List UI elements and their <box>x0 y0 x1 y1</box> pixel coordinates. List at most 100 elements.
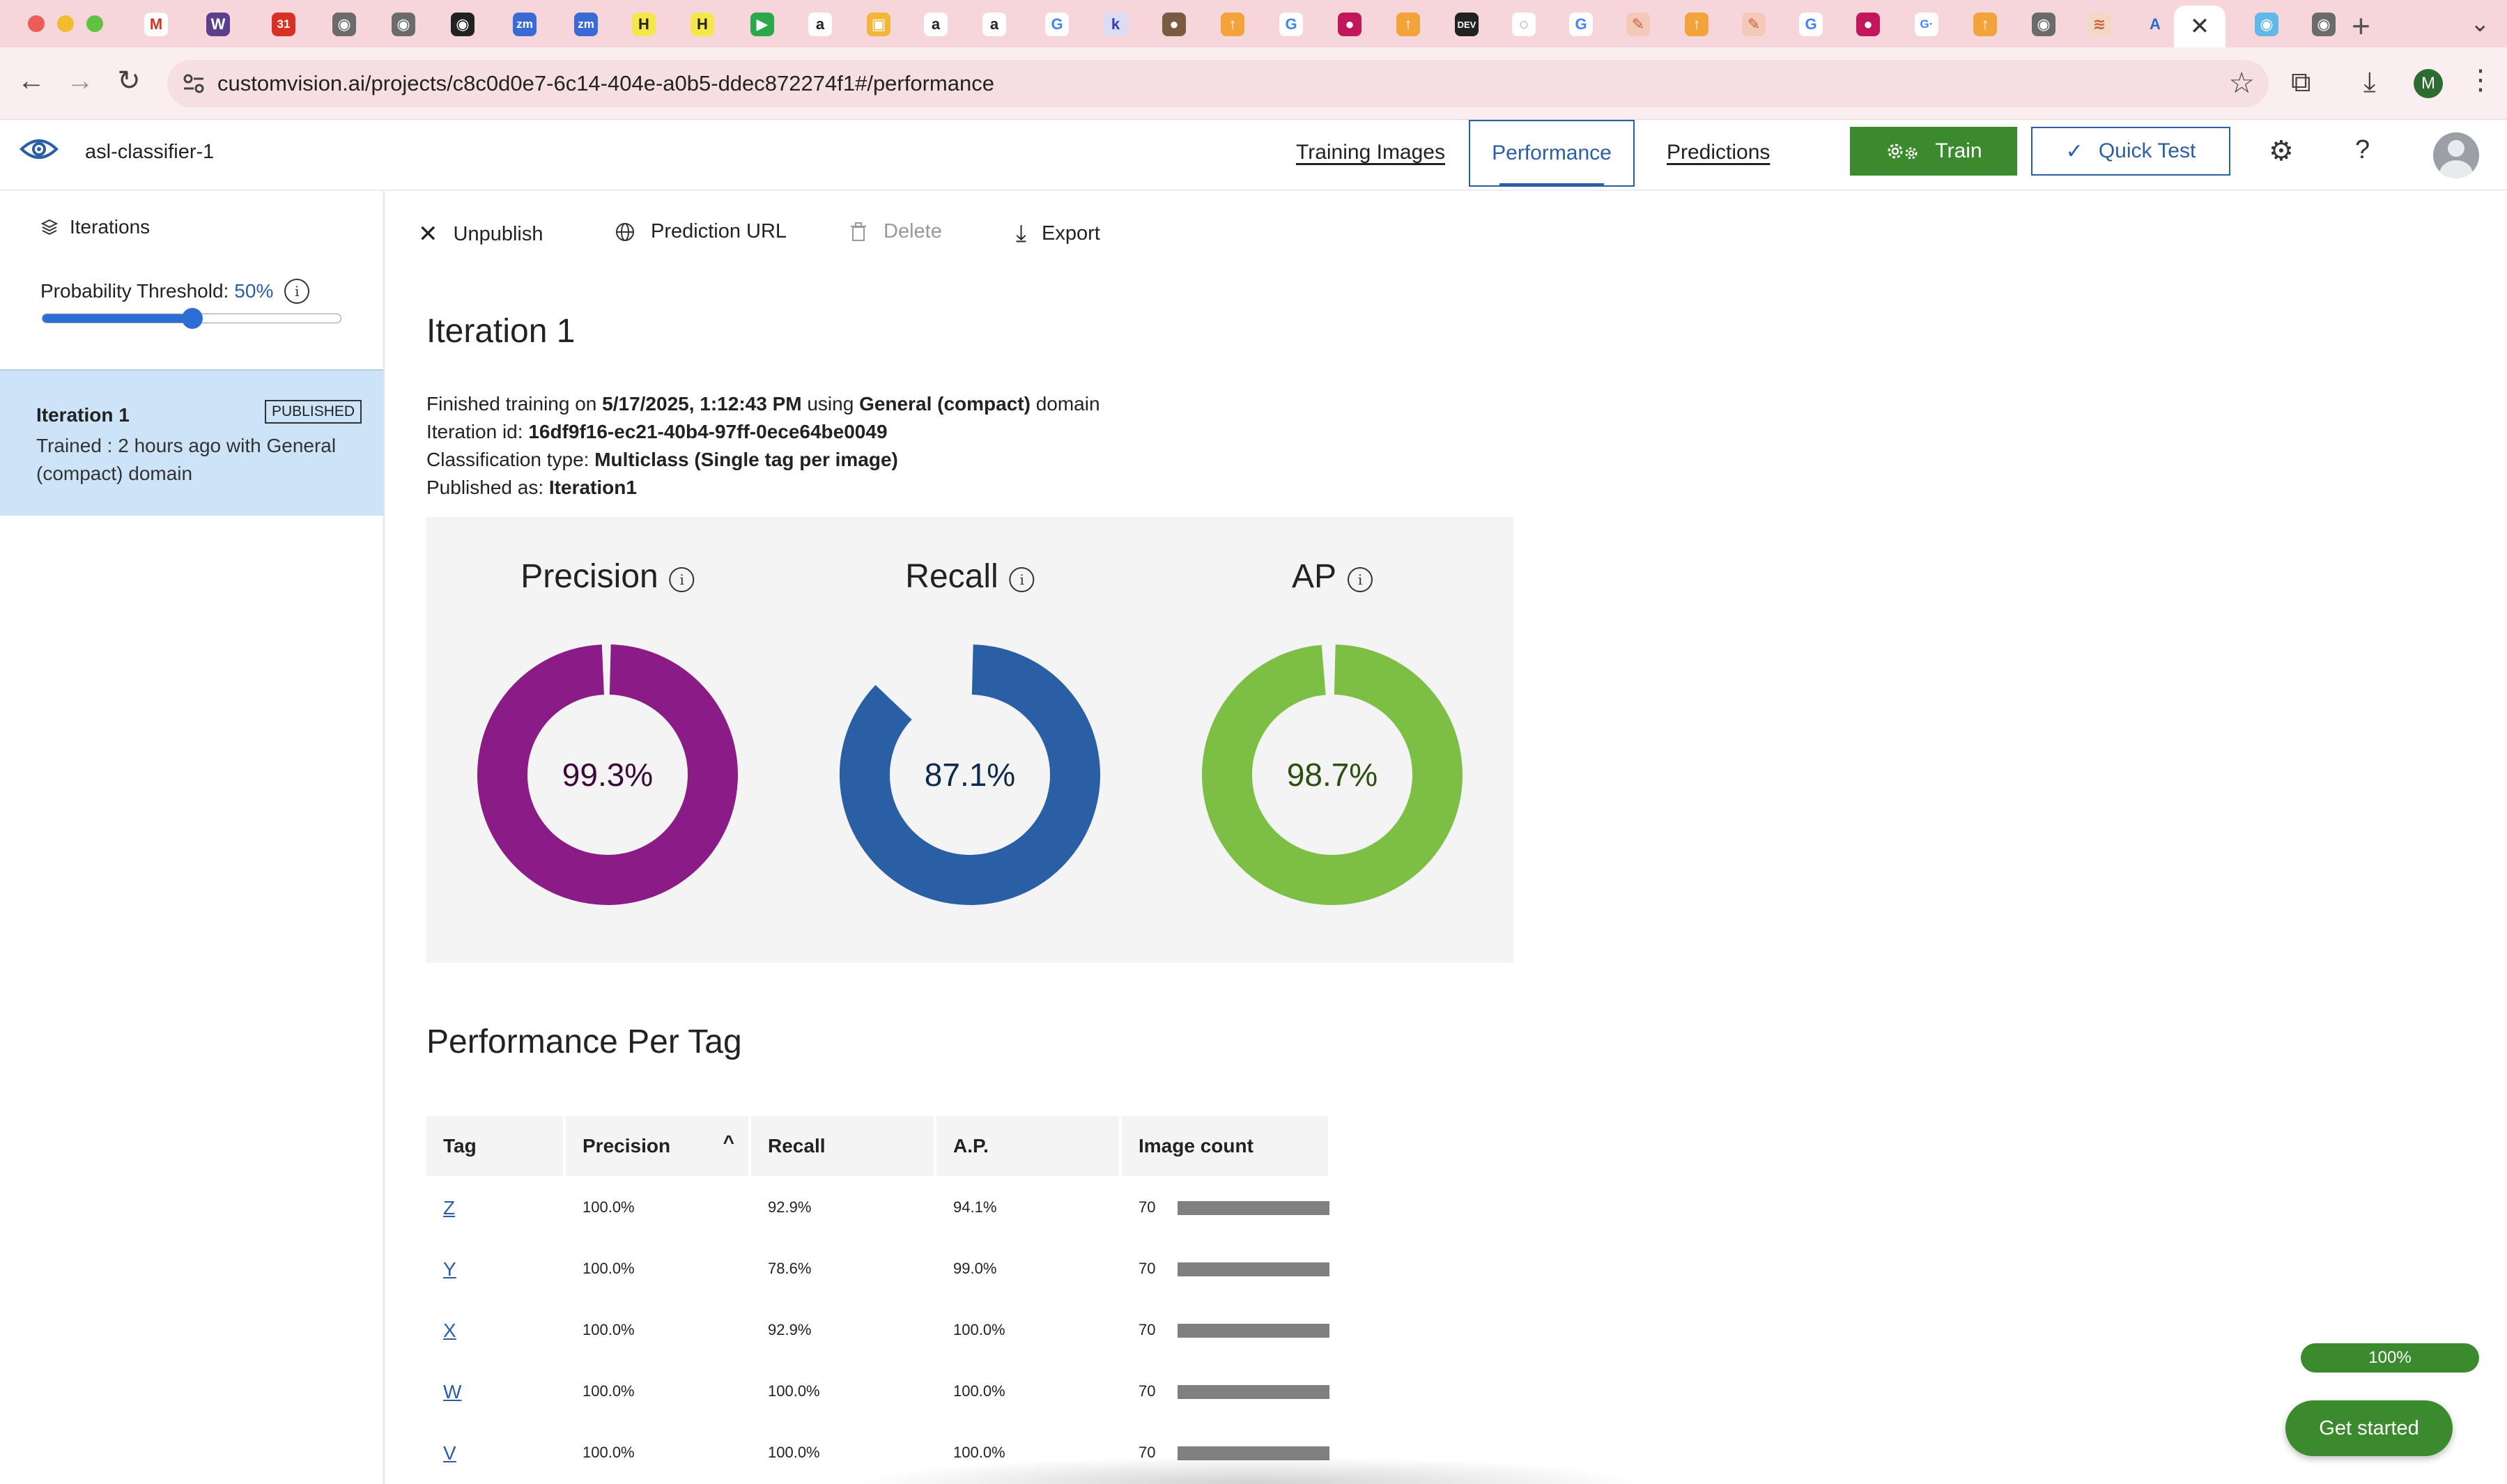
tab-favicon-icon[interactable]: zm <box>574 13 598 36</box>
tab-favicon-icon[interactable]: ● <box>1162 13 1186 36</box>
tab-favicon-icon[interactable]: ◌ <box>1512 13 1536 36</box>
tab-favicon-icon[interactable]: G <box>1799 13 1823 36</box>
threshold-slider[interactable] <box>42 308 341 329</box>
user-avatar[interactable] <box>2433 132 2479 178</box>
zoom-window-button[interactable] <box>86 15 103 32</box>
tab-search-chevron-icon[interactable]: ⌄ <box>2470 10 2490 37</box>
tab-favicon-icon[interactable]: DEV <box>1455 13 1479 36</box>
address-bar[interactable]: customvision.ai/projects/c8c0d0e7-6c14-4… <box>167 60 2269 107</box>
tab-favicon-icon[interactable]: k <box>1104 13 1127 36</box>
tab-favicon-icon[interactable]: ● <box>1338 13 1362 36</box>
column-header-precision[interactable]: Precision ^ <box>566 1116 748 1176</box>
export-button[interactable]: ⤓ Export <box>1016 220 1100 247</box>
tab-favicon-icon[interactable]: ◉ <box>2312 13 2336 36</box>
tab-favicon-icon[interactable]: ✎ <box>1742 13 1766 36</box>
tag-link[interactable]: Z <box>443 1197 456 1219</box>
tab-favicon-icon[interactable]: G· <box>1915 13 1938 36</box>
prediction-url-button[interactable]: Prediction URL <box>615 220 787 243</box>
downloads-icon[interactable]: ⤓ <box>2363 67 2376 98</box>
tab-favicon-icon[interactable]: ▶ <box>750 13 774 36</box>
project-name[interactable]: asl-classifier-1 <box>85 141 215 163</box>
browser-menu-icon[interactable]: ⋮ <box>2467 65 2494 95</box>
tab-favicon-icon[interactable]: ◉ <box>392 13 415 36</box>
column-header-tag[interactable]: Tag <box>426 1116 563 1176</box>
help-icon[interactable]: ? <box>2355 135 2370 164</box>
tag-link[interactable]: Y <box>443 1258 456 1280</box>
site-settings-icon[interactable] <box>180 70 208 98</box>
column-header-ap[interactable]: A.P. <box>936 1116 1119 1176</box>
tag-link[interactable]: V <box>443 1442 456 1464</box>
new-tab-button[interactable]: + <box>2352 8 2370 44</box>
performance-per-tag-title: Performance Per Tag <box>426 1023 742 1060</box>
iteration-description: Trained : 2 hours ago with General (comp… <box>36 435 337 484</box>
forward-arrow-icon[interactable]: → <box>66 65 94 96</box>
extensions-icon[interactable]: ⧉ <box>2291 67 2311 98</box>
cell-precision: 100.0% <box>583 1198 635 1216</box>
tab-favicon-icon[interactable]: ● <box>1856 13 1880 36</box>
profile-avatar[interactable]: M <box>2414 69 2443 98</box>
tab-favicon-icon[interactable]: 31 <box>272 13 295 36</box>
column-header-image-count[interactable]: Image count <box>1122 1116 1328 1176</box>
quick-test-button[interactable]: ✓ Quick Test <box>2031 127 2230 176</box>
active-tab[interactable]: ✕ <box>2174 6 2226 47</box>
tab-favicon-icon[interactable]: W <box>206 13 230 36</box>
unpublish-button[interactable]: ✕ Unpublish <box>418 220 543 248</box>
tab-favicon-icon[interactable]: ◉ <box>332 13 356 36</box>
url-text[interactable]: customvision.ai/projects/c8c0d0e7-6c14-4… <box>217 71 994 95</box>
tab-favicon-icon[interactable]: a <box>808 13 832 36</box>
tab-favicon-icon[interactable]: ◉ <box>451 13 475 36</box>
iterations-header: Iterations <box>40 216 150 238</box>
tab-favicon-icon[interactable]: G <box>1569 13 1593 36</box>
tab-favicon-icon[interactable]: ↑ <box>1221 13 1244 36</box>
info-icon[interactable]: i <box>1009 566 1035 592</box>
delete-button[interactable]: Delete <box>849 220 942 243</box>
reload-icon[interactable]: ↻ <box>117 65 141 96</box>
close-tab-icon[interactable]: ✕ <box>2189 13 2210 40</box>
tab-favicon-icon[interactable]: M <box>144 13 168 36</box>
info-icon[interactable]: i <box>669 566 695 592</box>
close-window-button[interactable] <box>28 15 45 32</box>
bookmark-star-icon[interactable]: ☆ <box>2228 66 2255 99</box>
tab-favicon-icon[interactable]: ▣ <box>867 13 890 36</box>
back-arrow-icon[interactable]: ← <box>17 65 45 96</box>
tag-link[interactable]: W <box>443 1381 462 1402</box>
tab-favicon-icon[interactable]: H <box>632 13 656 36</box>
tab-favicon-icon[interactable]: ↑ <box>1973 13 1997 36</box>
slider-thumb[interactable] <box>182 308 203 329</box>
iteration-card[interactable]: Iteration 1 PUBLISHED Trained : 2 hours … <box>0 369 383 516</box>
get-started-button[interactable]: Get started <box>2285 1400 2453 1456</box>
tab-performance[interactable]: Performance <box>1469 120 1635 187</box>
slider-fill <box>43 314 192 323</box>
tab-favicon-icon[interactable]: ↑ <box>1396 13 1420 36</box>
tab-favicon-icon[interactable]: G <box>1045 13 1069 36</box>
unpublish-label: Unpublish <box>453 222 543 245</box>
sort-ascending-icon[interactable]: ^ <box>723 1131 734 1153</box>
tab-favicon-icon[interactable]: zm <box>513 13 537 36</box>
table-row: X 100.0% 92.9% 100.0% 70 <box>426 1300 1332 1361</box>
info-icon[interactable]: i <box>284 279 310 304</box>
metric-value-label: 87.1% <box>924 757 1016 793</box>
tab-favicon-icon[interactable]: ≋ <box>2088 13 2111 36</box>
tab-favicon-icon[interactable]: H <box>691 13 714 36</box>
custom-vision-eye-icon[interactable] <box>20 135 59 163</box>
tab-favicon-icon[interactable]: ✎ <box>1626 13 1650 36</box>
tag-link[interactable]: X <box>443 1320 456 1341</box>
tab-training-images[interactable]: Training Images <box>1296 141 1445 164</box>
tab-favicon-icon[interactable]: G <box>1279 13 1303 36</box>
tab-favicon-icon[interactable]: ◉ <box>2032 13 2055 36</box>
column-header-recall[interactable]: Recall <box>751 1116 934 1176</box>
tab-favicon-icon[interactable]: a <box>982 13 1006 36</box>
gears-icon <box>1888 144 1918 160</box>
tab-favicon-icon[interactable]: A <box>2143 13 2167 36</box>
tab-favicon-icon[interactable]: ↑ <box>1685 13 1708 36</box>
train-button[interactable]: Train <box>1850 127 2017 176</box>
globe-icon <box>616 222 634 241</box>
settings-gear-icon[interactable]: ⚙ <box>2269 136 2294 167</box>
info-icon[interactable]: i <box>1348 566 1373 592</box>
tab-favicon-icon[interactable]: ◉ <box>2255 13 2278 36</box>
tab-predictions[interactable]: Predictions <box>1667 141 1771 164</box>
tab-favicon-icon[interactable]: a <box>924 13 948 36</box>
iterations-sidebar: Iterations Probability Threshold: 50% i … <box>0 191 385 1484</box>
metrics-panel: Precision i 99.3% Recall i 87.1% AP i 98.7% <box>426 517 1513 963</box>
minimize-window-button[interactable] <box>57 15 74 32</box>
